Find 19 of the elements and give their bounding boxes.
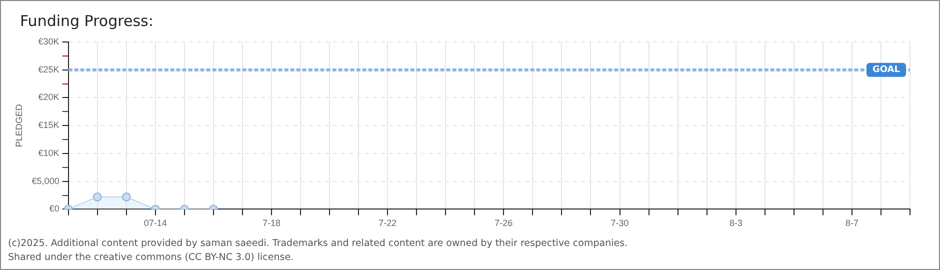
x-tick-label: 7-26	[494, 218, 513, 228]
text: (c)2025. Additional content provided by saman saeedi. Trademarks and related content are owned by their respective companies.	[8, 238, 628, 249]
y-tick-label: €20K	[38, 92, 60, 102]
chart-title: Funding Progress:	[20, 12, 154, 30]
y-tick-label: €25K	[38, 64, 60, 74]
y-tick-label: €0	[49, 204, 60, 214]
text: Shared under the creative commons (CC BY-NC 3.0) license.	[8, 252, 294, 263]
y-tick-label: €5,000	[32, 176, 60, 186]
y-axis-title: PLEDGED	[14, 104, 24, 148]
x-tick-label: 8-7	[845, 218, 858, 228]
y-tick-label: €10K	[38, 148, 60, 158]
x-tick-label: 7-30	[610, 218, 629, 228]
x-tick-label: 07-14	[144, 218, 167, 228]
x-tick-label: 7-22	[378, 218, 397, 228]
y-tick-label: €30K	[38, 36, 60, 46]
x-tick-label: 7-18	[262, 218, 280, 228]
y-tick-label: €15K	[38, 120, 60, 130]
x-tick-label: 8-3	[729, 218, 742, 228]
ref-line-label: GOAL	[872, 65, 900, 76]
